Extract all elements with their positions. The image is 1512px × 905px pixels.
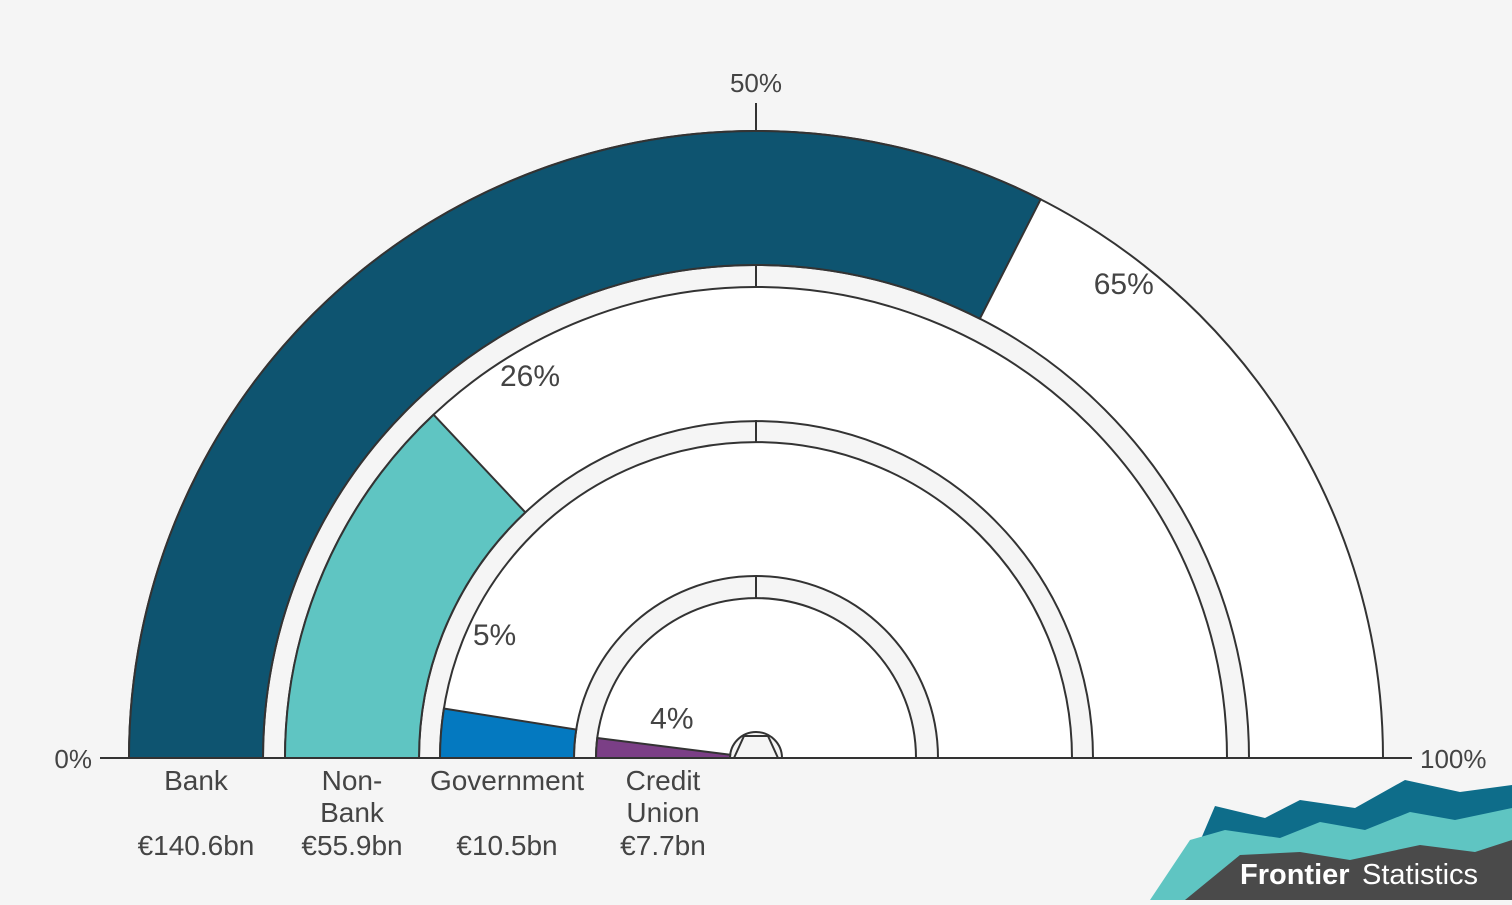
value-label-0: 65% (1094, 268, 1154, 301)
value-label-1: 26% (500, 360, 560, 393)
logo-text-bold: Frontier (1240, 859, 1350, 891)
bar-1 (283, 413, 527, 759)
axis-label-max: 100% (1420, 744, 1487, 774)
bar-0 (127, 130, 1042, 759)
amount-label-3: €7.7bn (620, 830, 706, 861)
ring-0 (127, 103, 1385, 759)
center-hub (733, 735, 779, 759)
logo-text-regular: Statistics (1362, 859, 1478, 891)
amount-label-1: €55.9bn (301, 830, 402, 861)
logo-mountain-dark (1185, 840, 1512, 900)
label-layer: 0% 50% 100% 65% Bank €140.6bn 26% Non-Bank€5… (54, 68, 1486, 861)
ring-track-1 (283, 286, 1229, 759)
ring-track-2 (438, 441, 1074, 759)
axis-label-min: 0% (54, 744, 92, 774)
amount-label-0: €140.6bn (138, 830, 255, 861)
ring-2 (438, 420, 1074, 759)
category-label-2: Government (430, 765, 584, 796)
logo-text-line: Frontier Statistics (1240, 859, 1478, 891)
axis-label-mid: 50% (730, 68, 782, 98)
ring-layer (100, 103, 1412, 760)
amount-label-2: €10.5bn (456, 830, 557, 861)
value-label-2: 5% (473, 619, 516, 652)
ring-1 (283, 265, 1229, 759)
bar-2 (438, 707, 578, 759)
category-label-3: Credit Union (626, 765, 701, 828)
frontier-statistics-logo: Frontier Statistics (1150, 780, 1512, 900)
ring-track-3 (594, 597, 918, 759)
ring-3 (594, 576, 918, 759)
category-label-0: Bank (164, 765, 229, 796)
category-label-1: Non-Bank (320, 765, 385, 828)
value-label-3: 4% (650, 702, 693, 735)
